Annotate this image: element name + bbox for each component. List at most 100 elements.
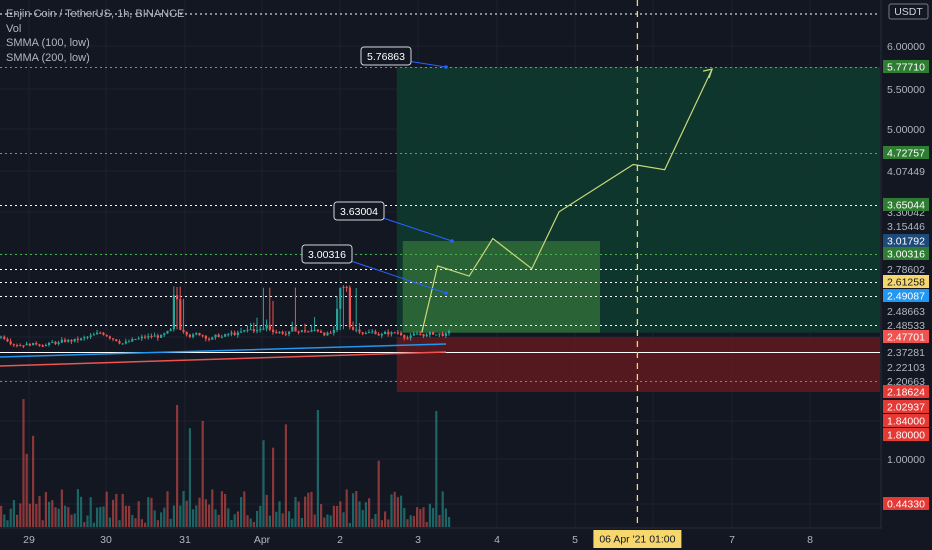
candle-body	[32, 342, 35, 346]
volume-bar	[28, 503, 31, 527]
callout-box[interactable]	[333, 201, 385, 221]
price-label-badge	[883, 385, 929, 398]
candle-body	[201, 335, 204, 337]
legend-smma-200[interactable]: SMMA (200, low)	[6, 51, 90, 64]
candle-body	[422, 333, 425, 337]
loss-zone[interactable]	[396, 337, 880, 393]
volume-bar	[131, 514, 134, 527]
volume-bar	[22, 399, 25, 527]
volume-bar	[444, 508, 447, 527]
callout-box[interactable]	[360, 46, 412, 66]
x-tick-label: 30	[100, 534, 112, 546]
volume-bar	[76, 489, 79, 527]
volume-bar	[112, 499, 115, 527]
candle-body	[329, 332, 332, 334]
volume-bar	[272, 447, 275, 527]
projection-arrow-icon	[702, 68, 714, 79]
entry-profit-zone[interactable]	[402, 241, 600, 333]
candle-body	[304, 330, 307, 332]
candle-body	[124, 341, 127, 344]
callout-leader	[341, 257, 447, 294]
candle-body	[188, 334, 191, 337]
volume-bar	[102, 506, 105, 527]
legend-volume[interactable]: Vol	[6, 22, 22, 35]
candle-body	[320, 331, 323, 333]
volume-bar	[233, 514, 236, 527]
currency-badge[interactable]	[888, 3, 929, 20]
volume-bar	[364, 502, 367, 527]
candle-body	[384, 331, 387, 335]
callout-label: 5.76863	[367, 51, 405, 63]
volume-bar	[179, 505, 182, 527]
volume-bar	[262, 440, 265, 527]
volume-bar	[342, 512, 345, 527]
time-marker-badge	[593, 530, 682, 548]
time-axis[interactable]	[0, 528, 880, 550]
volume-bar	[182, 490, 185, 527]
volume-bar	[361, 510, 364, 527]
callout-anchor	[444, 65, 448, 69]
price-label-badge	[883, 330, 929, 343]
price-label-badge	[883, 198, 929, 211]
candle-body	[19, 345, 22, 347]
candle-body	[9, 341, 12, 345]
candle-body	[259, 328, 262, 331]
candle-body	[249, 329, 252, 331]
volume-bar	[304, 496, 307, 527]
volume-bar	[217, 514, 220, 527]
volume-bar	[12, 499, 15, 527]
volume-bar	[307, 492, 310, 527]
candle-body	[297, 331, 300, 333]
volume-bar	[281, 513, 284, 527]
legend-symbol[interactable]: Enjin Coin / TetherUS, 1h, BINANCE	[6, 8, 185, 20]
smma-line-100[interactable]	[0, 343, 447, 358]
volume-bar	[387, 519, 390, 527]
volume-bar	[368, 498, 371, 527]
candle-body	[6, 338, 9, 342]
candle-body	[284, 333, 287, 335]
candle-body	[54, 341, 57, 345]
candle-body	[172, 295, 175, 330]
candle-body	[256, 330, 259, 332]
y-tick-label: 2.48663	[887, 306, 925, 318]
y-tick-label: 6.00000	[887, 41, 925, 53]
volume-bar	[409, 515, 412, 527]
volume-bar	[425, 521, 428, 527]
candle-body	[12, 344, 15, 346]
candle-body	[224, 334, 227, 337]
volume-bar	[176, 404, 179, 527]
x-tick-label: 2	[337, 534, 343, 546]
candle-body	[364, 332, 367, 334]
volume-bar	[332, 505, 335, 527]
legend-smma-100[interactable]: SMMA (100, low)	[6, 37, 90, 49]
volume-bar	[105, 491, 108, 527]
candle-body	[377, 334, 380, 336]
volume-bar	[412, 515, 415, 527]
candle-body	[0, 336, 3, 338]
projection-path[interactable]	[421, 68, 713, 333]
x-tick-label: Apr	[254, 534, 271, 546]
volume-bar	[172, 505, 175, 527]
volume-bar	[41, 520, 44, 527]
price-label-text: 2.18624	[887, 387, 925, 399]
volume-bar	[96, 507, 99, 527]
volume-bar	[214, 509, 217, 527]
volume-bar	[371, 518, 374, 527]
volume-bar	[92, 522, 95, 527]
candle-body	[38, 344, 41, 346]
candle-body	[220, 336, 223, 338]
callout-box[interactable]	[301, 244, 353, 264]
volume-bar	[9, 508, 12, 527]
volume-bar	[230, 520, 233, 527]
volume-bar	[147, 497, 150, 527]
candle-body	[444, 333, 447, 336]
volume-bar	[291, 518, 294, 527]
price-label-text: 3.00316	[887, 249, 925, 261]
volume-bar	[51, 500, 54, 527]
candle-body	[217, 334, 220, 338]
price-label-text: 4.72757	[887, 148, 925, 160]
volume-bar	[441, 491, 444, 527]
smma-line-200[interactable]	[0, 351, 447, 367]
candle-body	[390, 332, 393, 335]
